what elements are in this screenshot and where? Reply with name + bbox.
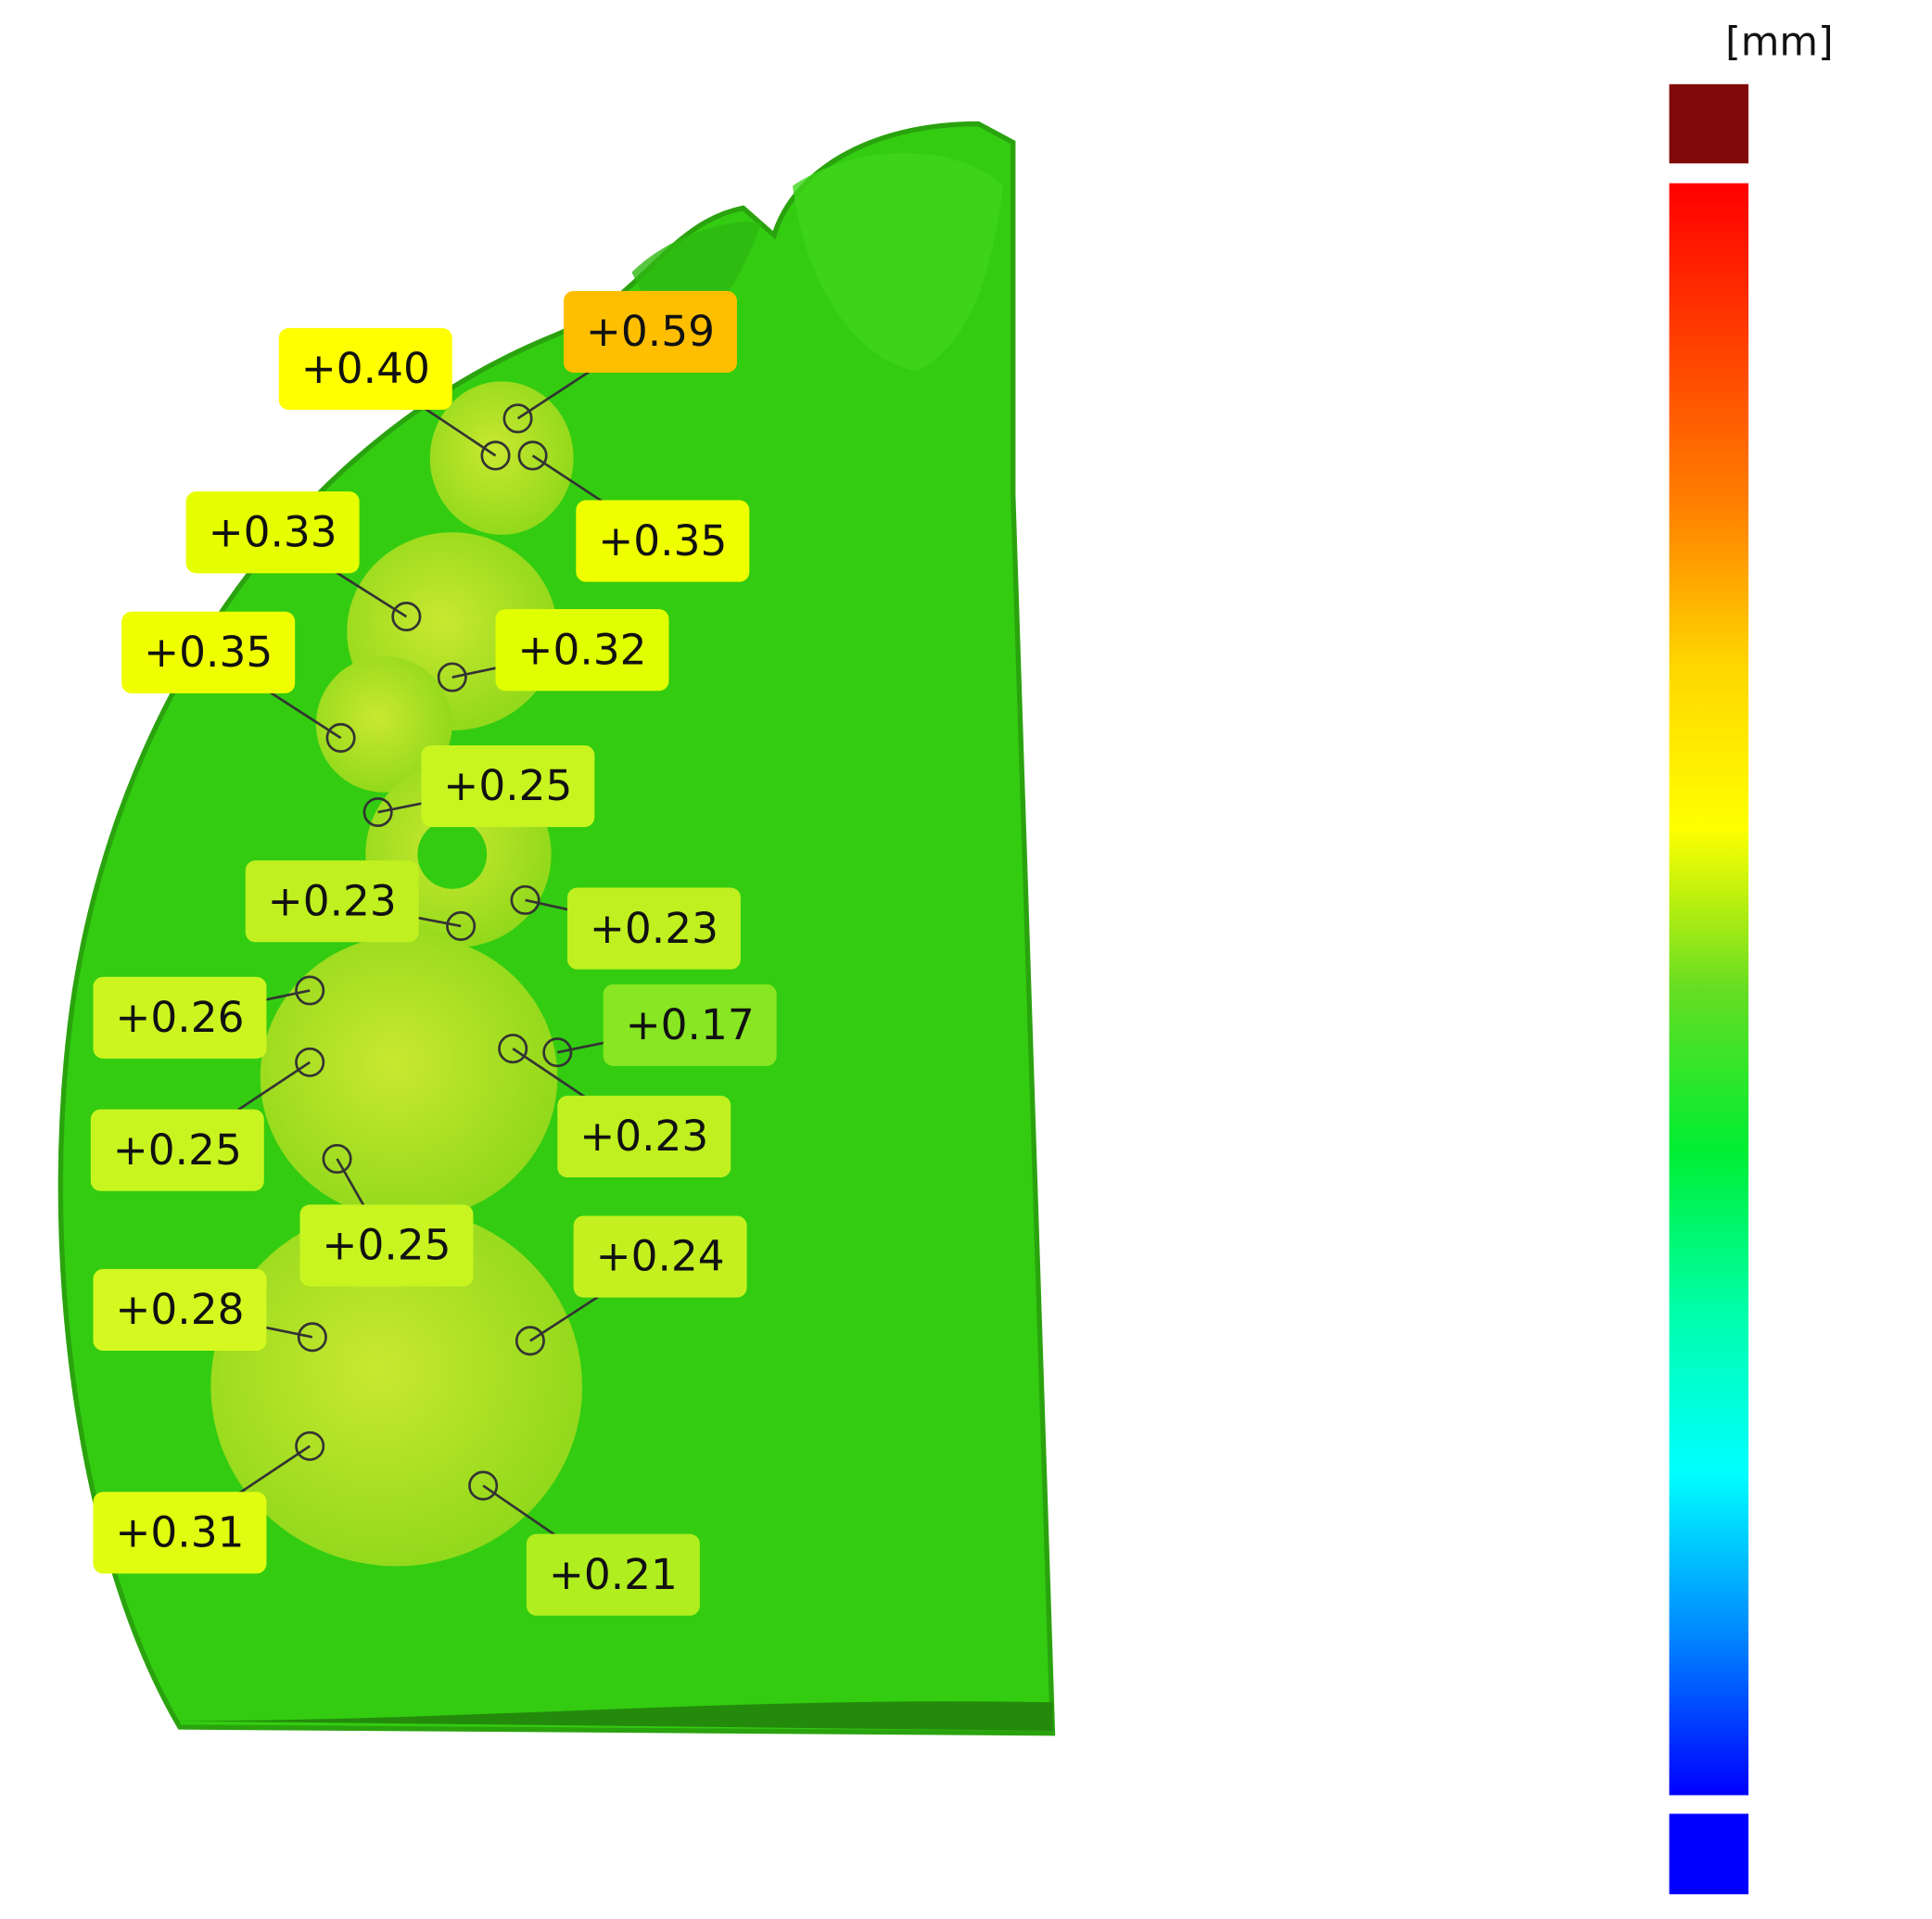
deviation-label: +0.35: [598, 516, 727, 566]
measure-point: [517, 440, 548, 471]
deviation-label: +0.23: [579, 1112, 708, 1161]
label-box: [299, 1204, 474, 1287]
measure-point: [480, 440, 511, 471]
label-box: [121, 611, 296, 693]
deviation-label: +0.40: [301, 344, 430, 393]
measure-point: [362, 797, 393, 828]
deviation-label: +0.31: [115, 1507, 244, 1557]
label-box: [93, 976, 267, 1059]
label-box: [93, 1492, 267, 1574]
color-scale: [mm]: [1669, 19, 1834, 1895]
deviation-label: +0.25: [443, 761, 572, 810]
measure-point: [515, 1326, 545, 1356]
measure-point: [542, 1037, 573, 1068]
unit-label: [mm]: [1725, 19, 1834, 66]
measure-point: [498, 1034, 528, 1064]
deviation-label: +0.24: [596, 1232, 725, 1281]
measure-point: [391, 602, 422, 632]
measure-point: [325, 722, 356, 753]
label-box: [603, 984, 777, 1066]
deviation-label: +0.32: [517, 625, 646, 674]
label-box: [93, 1268, 267, 1352]
deviation-label: +0.59: [586, 307, 715, 356]
label-box: [557, 1095, 731, 1178]
label-box: [278, 327, 452, 411]
measure-point: [468, 1470, 499, 1501]
deviation-label: +0.28: [115, 1285, 244, 1334]
deviation-label: +0.26: [115, 993, 244, 1042]
label-box: [90, 1109, 264, 1191]
label-box: [185, 491, 360, 574]
measure-point: [446, 910, 477, 941]
deviation-label: +0.21: [549, 1550, 678, 1599]
measure-point: [322, 1143, 352, 1175]
deviation-label: +0.25: [322, 1221, 451, 1270]
deviation-label: +0.17: [626, 1000, 755, 1049]
label-box: [573, 1215, 747, 1298]
measure-point: [437, 662, 467, 693]
annotations: +0.40 +0.59 +0.35 +0.33 +0.35 +0.32 +0.25 +0.23…: [90, 290, 777, 1616]
measure-point: [295, 975, 325, 1006]
measure-point: [295, 1047, 325, 1077]
deviation-label: +0.23: [590, 904, 718, 953]
label-box: [421, 744, 595, 828]
under-range: [1669, 1813, 1749, 1895]
deviation-label: +0.23: [268, 876, 397, 925]
measure-point: [295, 1430, 325, 1461]
deviation-label: +0.25: [113, 1125, 242, 1175]
label-box: [566, 887, 741, 970]
measure-point: [502, 403, 533, 434]
label-box: [563, 290, 737, 373]
label-box: [495, 609, 669, 692]
deviation-label: +0.33: [209, 507, 337, 556]
label-box: [245, 860, 419, 943]
label-box: [526, 1533, 700, 1616]
over-range: [1669, 83, 1749, 164]
deviation-label: +0.35: [144, 628, 273, 677]
scale-bar: [1669, 183, 1749, 1796]
measure-point: [510, 884, 540, 915]
measure-point: [297, 1322, 327, 1353]
label-box: [576, 500, 750, 582]
